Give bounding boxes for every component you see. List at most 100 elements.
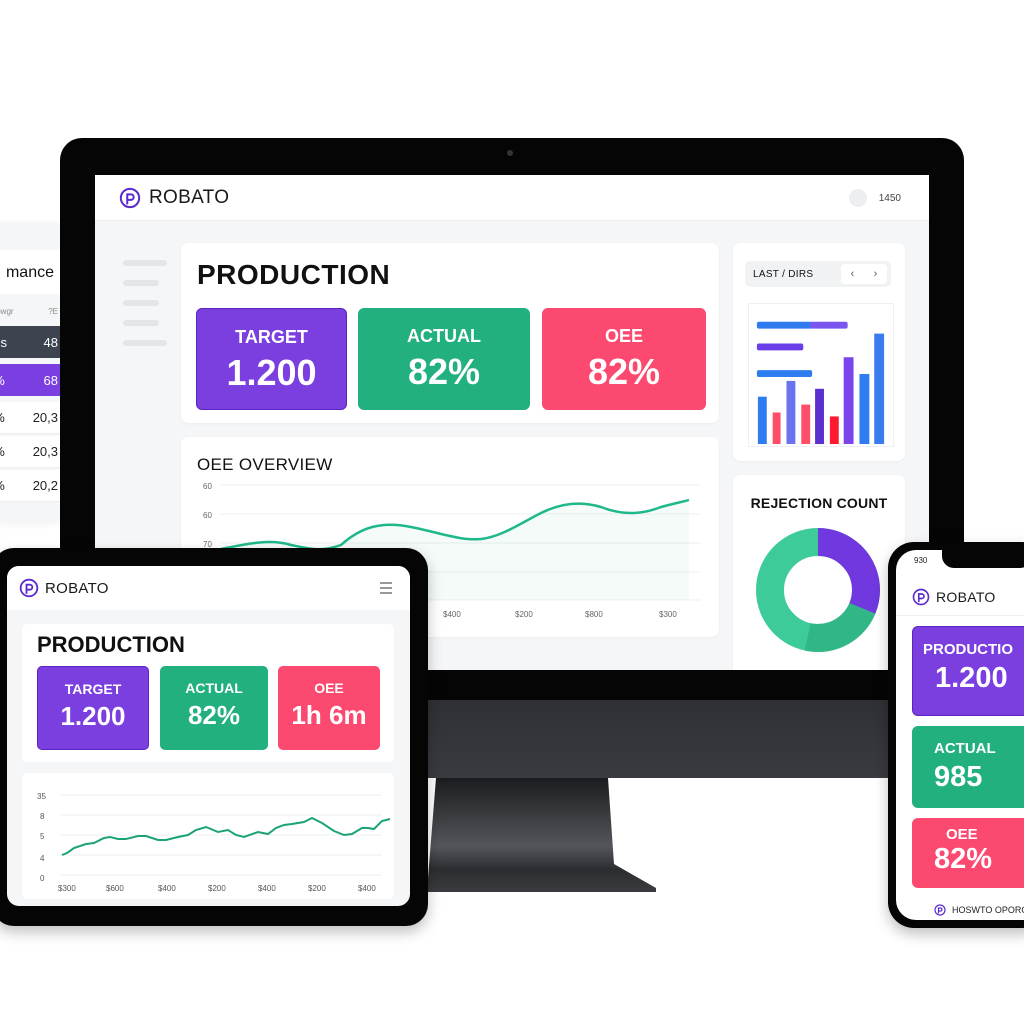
tablet-top-bar: ROBATO (7, 566, 410, 610)
kpi-value: 1h 6m (291, 700, 367, 730)
chevron-right-icon[interactable]: › (873, 268, 878, 280)
kpi-oee[interactable]: OEE 1h 6m (278, 666, 380, 750)
kpi-label: ACTUAL (934, 740, 996, 757)
x-tick: $200 (308, 884, 326, 893)
column-header: ctowgr (0, 306, 14, 316)
kpi-label: OEE (314, 680, 344, 696)
cell: 68 (43, 372, 58, 388)
x-tick: $200 (208, 884, 226, 893)
kpi-value: 82% (407, 351, 481, 392)
table-row[interactable]: 0% 68 (0, 364, 62, 396)
kpi-oee[interactable]: OEE 82% (542, 308, 706, 410)
chevron-left-icon[interactable]: ‹ (850, 268, 855, 280)
y-tick: 35 (37, 792, 46, 801)
sidebar-item[interactable] (123, 320, 159, 326)
kpi-actual[interactable]: ACTUAL 82% (160, 666, 268, 750)
brand-name: ROBATO (149, 186, 230, 208)
cell: 48 (43, 334, 58, 350)
production-title: PRODUCTION (37, 632, 185, 657)
cell: 0% (0, 373, 5, 388)
kpi-label: TARGET (235, 327, 308, 347)
robato-logo-icon (19, 578, 39, 598)
kpi-value: 985 (934, 761, 983, 793)
tablet-line-chart: 35 8 5 4 0 $300 $600 $400 $200 $400 $200… (37, 792, 391, 893)
y-tick: 60 (203, 511, 212, 520)
desktop-screen: ROBATO 1450 PRODUCTION TARGET 1.200 ACTU… (95, 175, 929, 670)
kpi-label: ACTUAL (407, 326, 481, 346)
kpi-production[interactable]: PRODUCTIO 1.200 (912, 626, 1024, 716)
pager: ‹ › (841, 264, 887, 284)
kpi-value: 1.200 (226, 352, 317, 393)
kpi-value: 1.200 (60, 701, 126, 731)
x-tick: $400 (443, 610, 461, 619)
rejection-count-card: REJECTION COUNT (733, 475, 905, 670)
bar-chart-header: LAST / DIRS ‹ › (745, 261, 891, 287)
table-row[interactable]: 0% 20,2 (0, 470, 62, 502)
cell: 0% (0, 444, 5, 459)
tablet-device: ROBATO PRODUCTION TARGET 1.200 ACTUAL 82… (0, 548, 428, 926)
kpi-label: OEE (604, 326, 643, 346)
sidebar-item[interactable] (123, 280, 159, 286)
y-tick: 5 (40, 832, 45, 841)
x-tick: $400 (358, 884, 376, 893)
status-time: 930 (914, 556, 928, 565)
production-card: PRODUCTION TARGET 1.200 ACTUAL 82% OEE 1… (22, 624, 394, 762)
bar-chart (748, 303, 894, 447)
cell: 0% (0, 410, 5, 425)
y-tick: 8 (40, 812, 45, 821)
x-tick: $300 (58, 884, 76, 893)
tablet-screen: ROBATO PRODUCTION TARGET 1.200 ACTUAL 82… (7, 566, 410, 906)
kpi-target[interactable]: TARGET 1.200 (37, 666, 149, 750)
logo[interactable]: ROBATO (119, 187, 229, 209)
column-header: ?E (48, 306, 58, 316)
phone-footer: HOSWTO OPORGINS (934, 904, 1024, 916)
x-tick: $200 (515, 610, 533, 619)
brand-name: ROBATO (45, 579, 109, 597)
panel-title: mance (0, 250, 62, 294)
robato-logo-icon (119, 187, 141, 208)
kpi-target[interactable]: TARGET 1.200 (196, 308, 347, 410)
table-row[interactable]: 01s 48 (0, 326, 62, 358)
kpi-value: 82% (587, 351, 661, 392)
sidebar-item[interactable] (123, 300, 159, 306)
bar-chart-title: LAST / DIRS (753, 268, 814, 280)
phone-device: 930 ROBATO PRODUCTIO 1.200 ACTUAL 985 (888, 542, 1024, 928)
table-row[interactable]: 0% 20,3 (0, 402, 62, 434)
cell: 20,2 (32, 478, 58, 493)
y-tick: 70 (203, 540, 212, 549)
header-value: 1450 (878, 192, 901, 204)
robato-logo-icon (934, 904, 946, 916)
avatar[interactable] (848, 189, 867, 207)
x-tick: $600 (106, 884, 124, 893)
cell: 0% (0, 478, 5, 493)
table-row[interactable]: 0% 20,3 (0, 436, 62, 468)
y-tick: 4 (40, 854, 45, 863)
kpi-oee[interactable]: OEE 82% (912, 818, 1024, 888)
logo[interactable]: ROBATO (19, 578, 109, 598)
x-tick: $400 (258, 884, 276, 893)
footer-text: HOSWTO OPORGINS (952, 905, 1024, 915)
oee-overview-title: OEE OVERVIEW (197, 455, 333, 474)
kpi-value: 1.200 (935, 662, 1008, 694)
sidebar-item[interactable] (123, 260, 167, 266)
bar-chart-card: LAST / DIRS ‹ › (733, 243, 905, 461)
phone-top-bar: ROBATO (896, 578, 1024, 616)
y-tick: 60 (203, 482, 212, 491)
kpi-actual[interactable]: ACTUAL 82% (358, 308, 530, 410)
cell: 20,3 (32, 410, 58, 425)
y-tick: 0 (40, 874, 45, 883)
brand-name: ROBATO (936, 588, 996, 605)
kpi-value: 82% (934, 843, 993, 875)
x-tick: $300 (659, 610, 677, 619)
hamburger-menu-icon[interactable] (380, 582, 392, 597)
tablet-trend-card: 35 8 5 4 0 $300 $600 $400 $200 $400 $200… (22, 773, 394, 899)
performance-table-panel: mance ctowgr ?E 01s 48 0% 68 0% 20,3 0% 20,3… (0, 222, 62, 522)
sidebar-item[interactable] (123, 340, 167, 346)
rejection-count-title: REJECTION COUNT (750, 495, 888, 511)
logo[interactable]: ROBATO (912, 588, 996, 606)
kpi-label: TARGET (64, 681, 122, 697)
kpi-value: 82% (187, 700, 241, 730)
top-bar: ROBATO 1450 (95, 175, 929, 221)
kpi-label: ACTUAL (185, 680, 243, 696)
kpi-actual[interactable]: ACTUAL 985 (912, 726, 1024, 808)
